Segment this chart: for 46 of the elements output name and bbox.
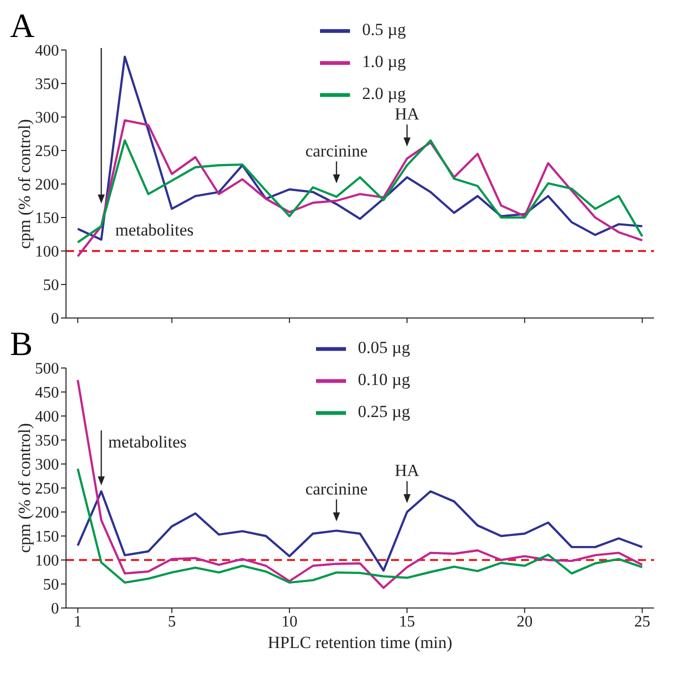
annotation: metabolites (115, 220, 194, 240)
legend-label: 1.0 µg (362, 52, 406, 72)
y-tick-label: 400 (35, 408, 59, 426)
y-tick-label: 300 (35, 456, 59, 474)
x-tick-label: 5 (168, 613, 176, 630)
y-tick-label: 500 (35, 360, 59, 378)
x-tick-label: 15 (399, 613, 416, 630)
y-tick-label: 300 (35, 110, 59, 127)
y-tick-label: 250 (35, 143, 59, 160)
x-tick-label: 1 (74, 613, 82, 630)
line-series (76, 56, 644, 241)
legend-label: 0.05 µg (358, 338, 410, 357)
legend-label: 0.25 µg (358, 402, 410, 422)
x-tick-label: 10 (281, 613, 298, 630)
y-tick-label: 100 (35, 244, 59, 261)
legend-label: 0.10 µg (358, 370, 410, 390)
y-tick-label: 0 (51, 600, 59, 618)
annotation: HA (394, 461, 420, 480)
y-tick-label: 150 (35, 528, 59, 546)
annotation: carcinine (305, 479, 368, 498)
legend-label: 0.5 µg (362, 20, 406, 39)
y-tick-label: 350 (35, 432, 59, 450)
y-tick-label: 100 (35, 552, 59, 570)
chart-title: B (10, 326, 33, 364)
x-axis-title: HPLC retention time (min) (268, 633, 452, 652)
y-tick-label: 50 (43, 277, 59, 294)
annotation: HA (394, 104, 420, 124)
annotation: carcinine (305, 141, 368, 160)
annotation: metabolites (108, 432, 187, 452)
legend-label: 2.0 µg (362, 84, 406, 104)
y-tick-label: 150 (35, 210, 59, 228)
y-tick-label: 400 (35, 42, 59, 60)
x-tick-label: 25 (634, 613, 650, 630)
y-tick-label: 250 (35, 480, 59, 498)
x-tick-label: 20 (516, 613, 533, 630)
y-tick-label: 50 (43, 576, 59, 594)
chart-title: A (10, 8, 35, 46)
line-series (76, 139, 644, 244)
y-tick-label: 350 (35, 76, 59, 94)
y-tick-label: 200 (35, 176, 59, 194)
line-series (76, 119, 644, 258)
y-tick-label: 450 (35, 384, 59, 402)
y-axis-title: cpm (% of control) (15, 119, 34, 249)
y-axis-title: cpm (% of control) (15, 423, 34, 553)
y-tick-label: 200 (35, 504, 59, 522)
y-tick-label: 0 (51, 310, 59, 328)
